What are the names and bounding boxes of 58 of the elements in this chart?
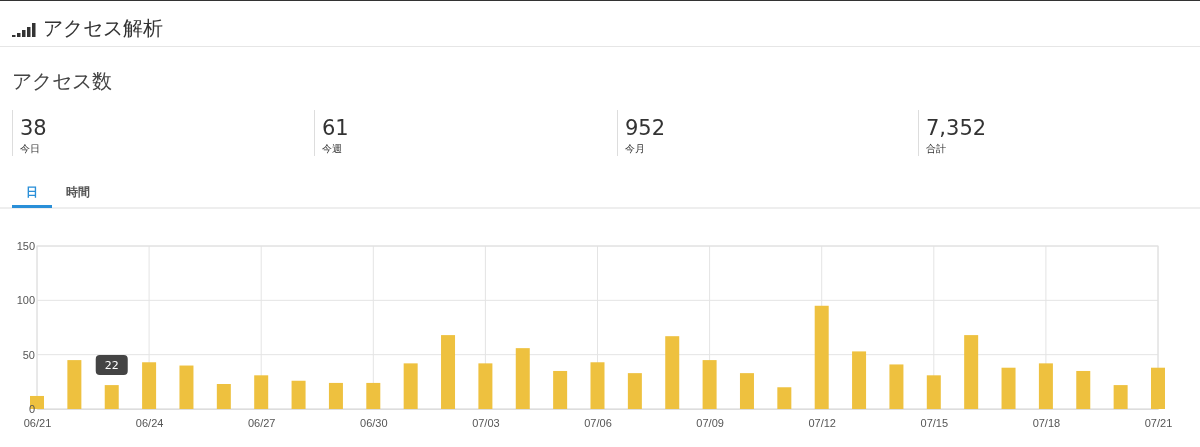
text: 38 (20, 116, 47, 140)
y-tick-label: 150 (16, 240, 35, 253)
bar (852, 351, 867, 409)
y-tick-label: 50 (22, 348, 35, 361)
x-tick-label: 07/09 (696, 416, 724, 429)
bar (515, 348, 530, 409)
bar (814, 305, 829, 409)
annotation: 22 (104, 359, 119, 373)
bar (104, 385, 119, 409)
bar (1151, 367, 1165, 409)
chart-subtitle: アクセス数 (12, 69, 112, 93)
bar (590, 362, 605, 409)
bar (665, 336, 680, 409)
tooltip: 22 (95, 355, 128, 376)
bar (1001, 367, 1016, 409)
x-tick-label: 07/06 (584, 416, 612, 429)
bar (441, 335, 456, 409)
y-tick-label: 100 (16, 294, 35, 307)
text: 952 (625, 116, 666, 140)
x-tick-label: 06/27 (247, 416, 276, 429)
x-tick-label: 07/03 (472, 416, 500, 429)
bar (328, 382, 343, 409)
x-tick-label: 06/30 (360, 416, 388, 429)
bar (216, 384, 231, 409)
text: 日 (26, 185, 38, 199)
text: 今週 (322, 143, 342, 154)
bar (67, 360, 82, 409)
bar (964, 335, 979, 409)
x-tick-label: 07/18 (1032, 416, 1061, 429)
x-tick-label: 06/21 (23, 416, 52, 429)
bar (889, 364, 904, 409)
bar (1113, 385, 1128, 409)
bar (179, 365, 194, 409)
bar (702, 360, 717, 409)
bar (627, 373, 642, 409)
text: 今日 (20, 143, 40, 154)
bar (478, 363, 493, 409)
text: 7,352 (926, 116, 987, 140)
bar (291, 380, 306, 409)
bar (366, 382, 381, 409)
x-tick-label: 07/12 (808, 416, 836, 429)
bar (926, 375, 941, 409)
text: 時間 (66, 185, 90, 199)
bar (1038, 363, 1053, 409)
x-tick-label: 06/24 (135, 416, 164, 429)
bar (142, 362, 157, 409)
bar (553, 370, 568, 409)
text: 今月 (625, 143, 645, 154)
x-tick-label: 07/21 (1144, 416, 1173, 429)
text: 合計 (926, 143, 946, 154)
bar (739, 373, 754, 409)
x-tick-label: 07/15 (920, 416, 949, 429)
text: 61 (322, 116, 349, 140)
bar (254, 375, 269, 409)
bar (777, 387, 792, 409)
chart-title: アクセス解析 (43, 16, 163, 40)
bar (403, 363, 418, 409)
bar (1076, 370, 1091, 409)
